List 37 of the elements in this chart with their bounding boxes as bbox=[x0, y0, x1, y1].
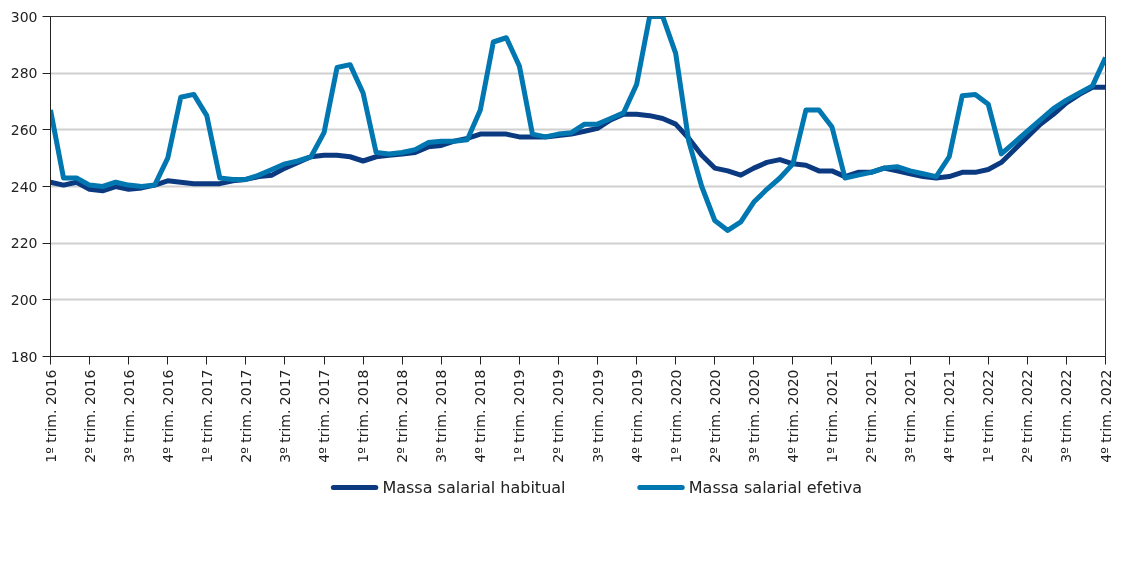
legend-label: Massa salarial habitual bbox=[382, 478, 566, 497]
y-tick-label: 220 bbox=[10, 235, 38, 252]
x-tick-label: 3º trim. 2019 bbox=[589, 369, 606, 463]
x-tick-label: 1º trim. 2022 bbox=[980, 369, 997, 463]
x-tick-label: 2º trim. 2022 bbox=[1019, 369, 1036, 463]
x-tick-label: 3º trim. 2021 bbox=[902, 369, 919, 463]
y-tick-label: 300 bbox=[10, 8, 38, 25]
x-tick-label: 4º trim. 2019 bbox=[628, 369, 645, 463]
x-tick-label: 4º trim. 2022 bbox=[1097, 369, 1114, 463]
x-tick-label: 1º trim. 2016 bbox=[42, 369, 59, 463]
y-tick-label: 260 bbox=[10, 121, 38, 138]
x-tick-label: 4º trim. 2016 bbox=[159, 369, 176, 463]
x-tick-label: 2º trim. 2020 bbox=[706, 369, 723, 463]
x-tick-label: 4º trim. 2020 bbox=[784, 369, 801, 463]
x-tick-label: 3º trim. 2020 bbox=[745, 369, 762, 463]
legend-label: Massa salarial efetiva bbox=[688, 478, 863, 497]
x-tick-label: 2º trim. 2016 bbox=[81, 369, 98, 463]
x-tick-label: 4º trim. 2017 bbox=[316, 369, 333, 463]
x-tick-label: 3º trim. 2016 bbox=[120, 369, 137, 463]
x-tick-label: 1º trim. 2020 bbox=[667, 369, 684, 463]
x-tick-label: 1º trim. 2018 bbox=[355, 369, 372, 463]
x-tick-label: 4º trim. 2021 bbox=[941, 369, 958, 463]
x-tick-label: 3º trim. 2022 bbox=[1058, 369, 1075, 463]
y-tick-label: 180 bbox=[10, 348, 38, 365]
x-tick-label: 4º trim. 2018 bbox=[472, 369, 489, 463]
x-tick-label: 1º trim. 2017 bbox=[198, 369, 215, 463]
y-tick-label: 200 bbox=[10, 291, 38, 308]
x-tick-label: 1º trim. 2021 bbox=[823, 369, 840, 463]
x-tick-label: 2º trim. 2021 bbox=[863, 369, 880, 463]
x-tick-label: 2º trim. 2019 bbox=[550, 369, 567, 463]
x-tick-label: 3º trim. 2017 bbox=[276, 369, 293, 463]
y-tick-label: 240 bbox=[10, 178, 38, 195]
x-tick-label: 3º trim. 2018 bbox=[433, 369, 450, 463]
x-tick-label: 2º trim. 2018 bbox=[394, 369, 411, 463]
y-tick-label: 280 bbox=[10, 65, 38, 82]
x-tick-label: 2º trim. 2017 bbox=[237, 369, 254, 463]
x-tick-label: 1º trim. 2019 bbox=[511, 369, 528, 463]
